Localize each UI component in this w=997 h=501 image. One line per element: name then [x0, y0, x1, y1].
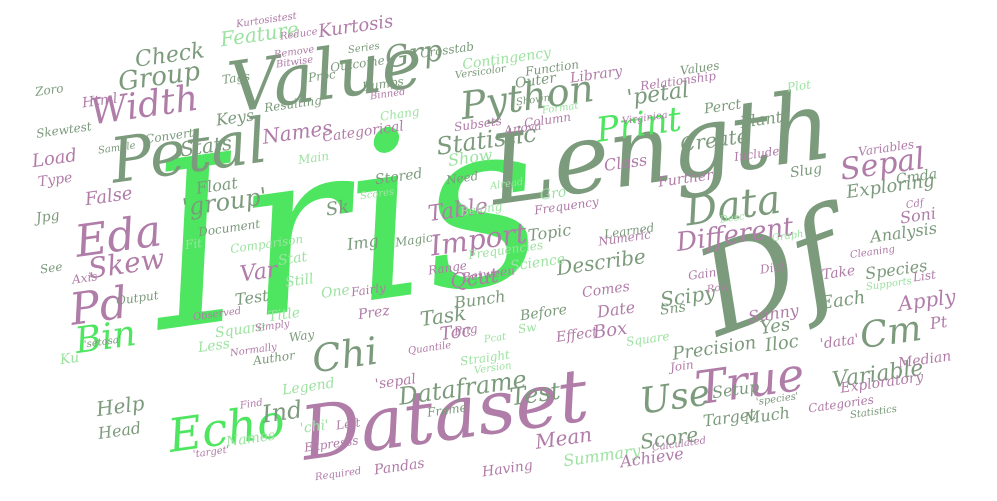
word-test-28: Test [508, 376, 563, 412]
word-having-59: Having [481, 457, 534, 481]
word-effect-118: Effect [555, 324, 599, 346]
word-see-98: See [39, 259, 64, 277]
word-cleaning-129: Cleaning [849, 243, 896, 262]
word-jpg-96: Jpg [35, 207, 61, 227]
word-pt-64: Pt [928, 311, 949, 334]
word-fit-133: Fit [184, 235, 203, 253]
word-var-52: Var [238, 257, 280, 288]
word-help-38: Help [94, 390, 146, 422]
word-still-141: Still [284, 271, 315, 291]
word-ku-100: Ku [58, 349, 81, 369]
word-target-146: 'target' [192, 444, 231, 461]
word-much-73: Much [742, 402, 791, 429]
word-date-74: Date [595, 297, 637, 322]
word-tags-104: Tags [221, 69, 251, 87]
word-dict-165: Dict [759, 259, 786, 277]
word-one-94: One [320, 282, 351, 302]
word-slug-82: Slug [789, 160, 824, 182]
word-take-140: Take [821, 262, 857, 284]
word-pcat-175: Pcat [483, 331, 507, 346]
word-prez-142: Prez [357, 302, 391, 324]
word-less-89: Less [197, 335, 231, 357]
word-yes-65: Yes [758, 314, 792, 340]
word-plot-75: Plot [786, 77, 812, 95]
word-head-90: Head [96, 418, 143, 443]
word-gain-120: Gain [687, 265, 718, 283]
word-comes-116: Comes [581, 278, 631, 302]
word-img-66: Img [345, 230, 380, 255]
word-cm-16: Cm [857, 307, 925, 358]
word-stat-86: Stat [277, 249, 309, 269]
word-left-137: Left [335, 415, 362, 433]
word-use-19: Use [637, 372, 713, 423]
word-false-50: False [83, 182, 134, 211]
word-each-63: Each [818, 286, 867, 315]
word-median-122: Median [897, 348, 953, 372]
word-data-128: 'data' [819, 331, 860, 353]
word-sns-119: Sns [659, 299, 687, 319]
word-axis-99: Axis [71, 269, 99, 287]
word-skewtest-103: Skewtest [35, 119, 93, 141]
word-zoro-101: Zoro [34, 81, 65, 99]
word-chi-91: 'chi' [299, 417, 331, 437]
word-square-168: Square [625, 329, 671, 349]
word-load-49: Load [30, 144, 79, 173]
word-sk-51: Sk [324, 196, 351, 221]
word-png-143: Png [453, 321, 479, 339]
word-type-97: Type [37, 169, 74, 191]
word-chi-14: Chi [309, 328, 381, 382]
word-sw-167: Sw [517, 319, 538, 337]
word-ind-29: Ind [260, 395, 305, 429]
word-apply-44: Apply [896, 284, 958, 316]
word-way-138: Way [288, 327, 316, 345]
word-describe-37: Describe [554, 243, 648, 281]
word-join-169: Join [669, 357, 695, 375]
word-list-121: List [912, 267, 937, 285]
